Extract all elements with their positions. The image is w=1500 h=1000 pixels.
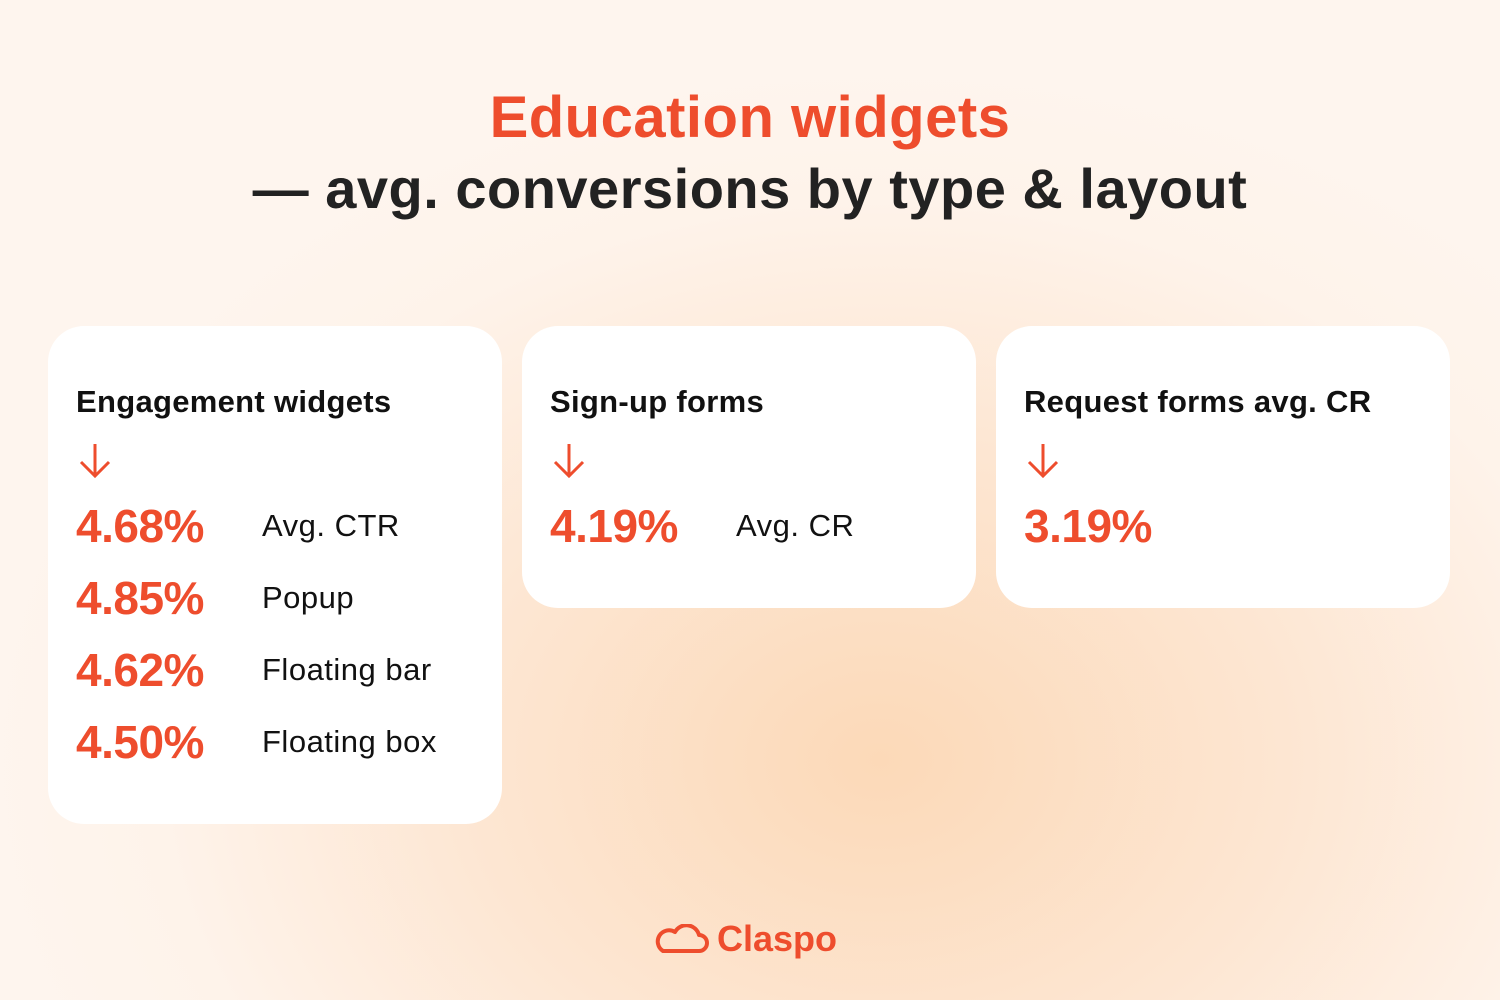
title-line-1: Education widgets: [489, 85, 1011, 150]
title-line-2: — avg. conversions by type & layout: [252, 157, 1248, 220]
arrow-down-icon: [553, 444, 585, 479]
stat-value: 4.85%: [76, 572, 204, 624]
stat-value: 4.62%: [76, 644, 204, 696]
card-heading: Request forms avg. CR: [1024, 384, 1372, 419]
stat-row: 4.85% Popup: [76, 568, 354, 628]
stat-value: 4.19%: [550, 500, 678, 552]
stat-label: Avg. CTR: [262, 508, 400, 543]
stat-value: 3.19%: [1024, 500, 1152, 552]
card-heading: Sign-up forms: [550, 384, 764, 419]
cloud-icon: [655, 924, 709, 953]
claspo-logo: Claspo: [655, 918, 837, 960]
stat-label: Avg. CR: [736, 508, 855, 543]
arrow-down-icon: [1027, 444, 1059, 479]
card-request-forms: Request forms avg. CR 3.19%: [996, 326, 1450, 608]
stat-row: 4.19% Avg. CR: [550, 496, 854, 556]
stat-value: 4.68%: [76, 500, 204, 552]
stat-label: Popup: [262, 580, 355, 615]
stat-label: Floating bar: [262, 652, 432, 687]
stat-label: Floating box: [262, 724, 437, 759]
arrow-down-icon: [79, 444, 111, 479]
stat-value: 4.50%: [76, 716, 204, 768]
card-sign-up-forms: Sign-up forms 4.19% Avg. CR: [522, 326, 976, 608]
stat-row: 4.68% Avg. CTR: [76, 496, 400, 556]
stat-row: 3.19%: [1024, 496, 1210, 556]
stat-row: 4.62% Floating bar: [76, 640, 432, 700]
stat-row: 4.50% Floating box: [76, 712, 437, 772]
card-engagement-widgets: Engagement widgets 4.68% Avg. CTR 4.85% Po…: [48, 326, 502, 824]
card-heading: Engagement widgets: [76, 384, 392, 419]
logo-text: Claspo: [717, 918, 838, 959]
